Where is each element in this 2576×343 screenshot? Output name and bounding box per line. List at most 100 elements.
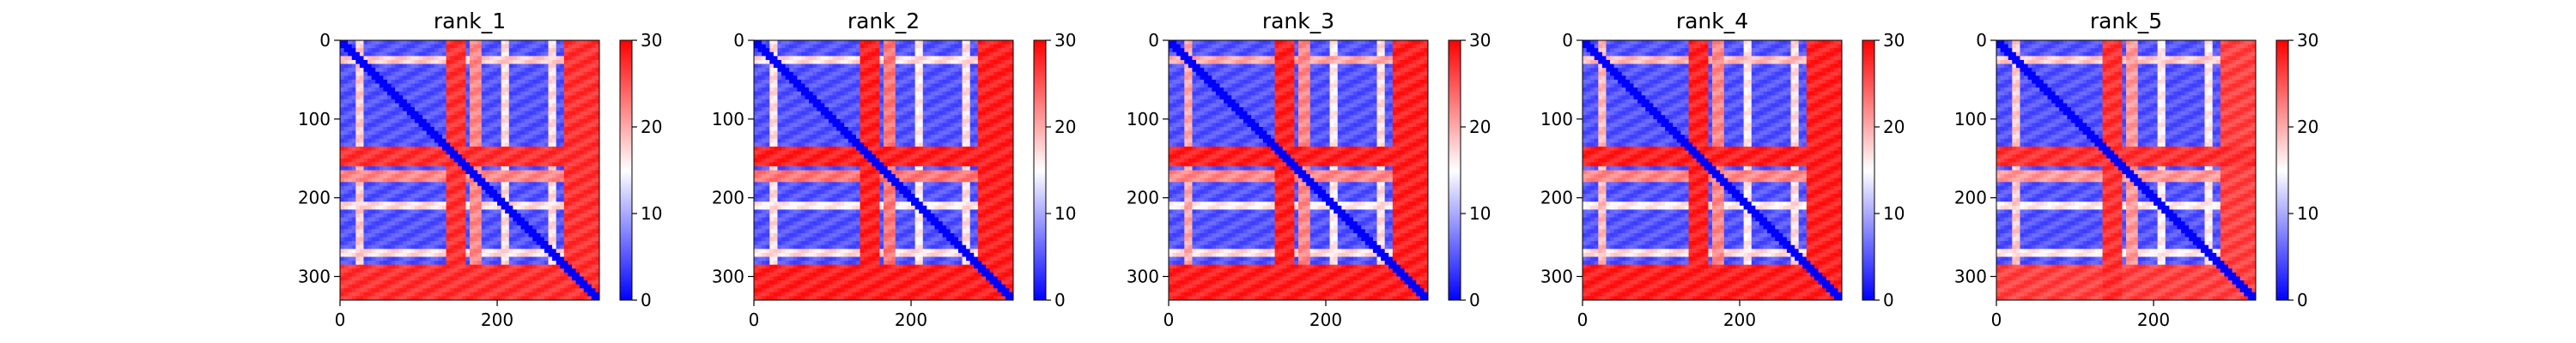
heatmap-cell [371,249,376,254]
heatmap-cell [508,237,513,242]
heatmap-cell [368,165,373,171]
heatmap-cell [351,68,356,73]
heatmap-cell [430,185,435,190]
heatmap-cell [820,68,825,73]
heatmap-cell [481,154,486,159]
heatmap-cell [793,71,798,76]
heatmap-cell [587,135,592,140]
heatmap-cell [438,221,443,226]
heatmap-cell [927,51,932,57]
heatmap-cell [477,217,483,222]
heatmap-cell [363,91,368,96]
heatmap-cell [548,59,553,64]
heatmap-cell [398,229,404,234]
heatmap-cell [379,197,384,202]
heatmap-cell [777,68,782,73]
heatmap-cell [340,40,344,45]
heatmap-cell [406,91,411,96]
heatmap-cell [595,170,600,175]
heatmap-cell [950,48,955,53]
heatmap-cell [403,241,408,246]
heatmap-cell [508,71,513,76]
heatmap-cell [481,130,486,135]
heatmap-cell [379,135,384,140]
heatmap-cell [993,48,999,53]
heatmap-cell [461,71,466,76]
heatmap-cell [458,135,463,140]
heatmap-cell [398,95,404,100]
heatmap-cell [414,182,419,187]
heatmap-cell [441,232,447,238]
heatmap-cell [540,256,545,262]
heatmap-cell [395,99,400,104]
heatmap-cell [508,75,513,81]
heatmap-cell [386,256,392,262]
heatmap-cell [532,63,538,69]
heatmap-cell [348,276,353,281]
heatmap-cell [568,276,573,281]
heatmap-cell [441,142,447,147]
heatmap-cell [465,296,471,301]
heatmap-cell [516,59,521,64]
heatmap-cell [473,48,478,53]
heatmap-cell [383,288,388,293]
heatmap-cell [580,150,585,155]
heatmap-cell [497,103,502,108]
heatmap-cell [368,146,373,151]
heatmap-cell [1001,63,1006,69]
heatmap-cell [398,276,404,281]
heatmap-cell [497,276,502,281]
heatmap-cell [552,111,557,116]
heatmap-cell [1001,71,1006,76]
heatmap-cell [438,185,443,190]
heatmap-cell [497,51,502,57]
heatmap-cell [560,95,565,100]
heatmap-cell [375,249,380,254]
heatmap-cell [552,103,557,108]
heatmap-cell [508,268,513,274]
heatmap-cell [441,241,447,246]
heatmap-cell [872,71,877,76]
heatmap-cell [395,165,400,171]
heatmap-cell [477,288,483,293]
heatmap-cell [828,56,833,61]
heatmap-cell [450,256,455,262]
heatmap-cell [560,44,565,49]
heatmap-cell [477,280,483,286]
heatmap-cell [536,115,541,120]
heatmap-cell [595,83,600,88]
heatmap-cell [540,142,545,147]
heatmap-cell [438,272,443,277]
heatmap-cell [489,146,494,151]
heatmap-cell [927,48,932,53]
heatmap-cell [473,272,478,277]
heatmap-cell [450,280,455,286]
heatmap-cell [820,75,825,81]
heatmap-cell [446,154,451,159]
heatmap-cell [422,190,428,195]
heatmap-cell [1001,48,1006,53]
heatmap-cell [446,288,451,293]
heatmap-cell [520,197,526,202]
heatmap-cell [363,165,368,171]
heatmap-cell [516,202,521,207]
heatmap-cell [418,217,423,222]
heatmap-cell [575,99,580,104]
heatmap-cell [532,244,538,250]
heatmap-cell [505,229,510,234]
heatmap-cell [817,56,822,61]
heatmap-cell [422,158,428,163]
heatmap-cell [348,190,353,195]
heatmap-cell [368,111,373,116]
heatmap-cell [386,91,392,96]
heatmap-cell [395,205,400,210]
heatmap-cell [997,59,1002,64]
heatmap-cell [571,209,576,214]
heatmap-cell [501,249,506,254]
heatmap-cell [587,217,592,222]
heatmap-cell [552,209,557,214]
heatmap-cell [591,214,596,218]
heatmap-cell [501,225,506,230]
